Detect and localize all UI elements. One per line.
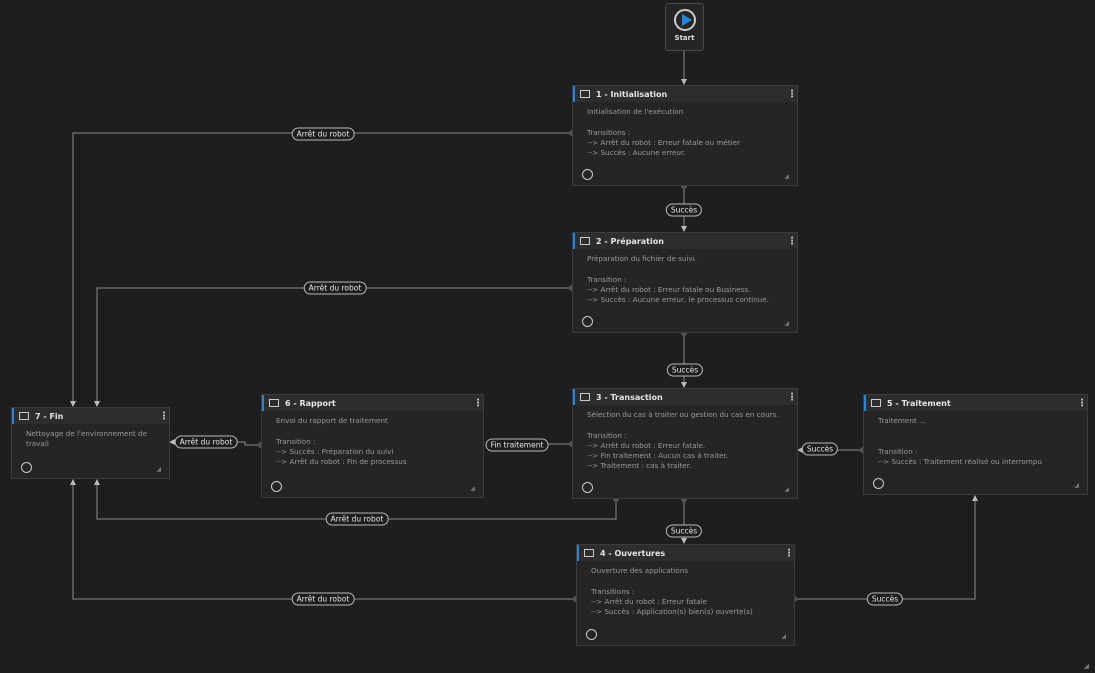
resize-grip-icon[interactable]: ◢ [1074,482,1079,489]
entry-icon [271,481,282,492]
state-title: 3 - Transaction [596,392,663,402]
entry-icon [582,482,593,493]
resize-grip-icon[interactable]: ◢ [784,486,789,493]
start-label: Start [674,34,695,42]
state-fin[interactable]: 7 - Fin ⋮ Nettoyage de l'environnement de… [11,407,170,479]
canvas-resize-grip-icon[interactable]: ◢ [1083,662,1089,670]
state-icon [580,393,590,401]
state-title: 1 - Initialisation [596,89,668,99]
state-title: 6 - Rapport [285,398,336,408]
more-icon[interactable]: ⋮ [1077,397,1087,409]
state-title: 2 - Préparation [596,236,664,246]
entry-icon [582,169,593,180]
entry-icon [873,478,884,489]
entry-icon [586,629,597,640]
transition-label[interactable]: Fin traitement [485,438,549,452]
resize-grip-icon[interactable]: ◢ [781,633,786,640]
transition-label[interactable]: Arrêt du robot [291,592,355,606]
resize-grip-icon[interactable]: ◢ [470,485,475,492]
state-rapport[interactable]: 6 - Rapport ⋮ Envoi du rapport de traitem… [261,394,484,498]
state-icon [580,237,590,245]
more-icon[interactable]: ⋮ [159,410,169,422]
state-description: Sélection du cas à traiter ou gestion du… [587,410,779,471]
transition-label[interactable]: Arrêt du robot [291,127,355,141]
more-icon[interactable]: ⋮ [787,235,797,247]
more-icon[interactable]: ⋮ [787,391,797,403]
start-node[interactable]: Start [665,3,704,51]
transition-label[interactable]: Arrêt du robot [325,512,389,526]
state-icon [580,90,590,98]
transition-label[interactable]: Arrêt du robot [174,435,238,449]
state-description: Envoi du rapport de traitement Transitio… [276,416,407,467]
transition-label[interactable]: Succès [666,363,704,377]
transition-label[interactable]: Arrêt du robot [303,281,367,295]
transition-label[interactable]: Succès [866,592,904,606]
transition-label[interactable]: Succès [665,203,703,217]
state-title: 5 - Traitement [887,398,951,408]
play-icon [673,9,696,31]
state-icon [269,399,279,407]
state-preparation[interactable]: 2 - Préparation ⋮ Préparation du fichier … [572,232,798,333]
more-icon[interactable]: ⋮ [473,397,483,409]
state-title: 7 - Fin [35,411,64,421]
resize-grip-icon[interactable]: ◢ [784,320,789,327]
state-traitement[interactable]: 5 - Traitement ⋮ Traitement ... Transitio… [863,394,1088,495]
state-description: Nettoyage de l'environnement de travail [26,429,148,449]
state-description: Initialisation de l'exécution Transition… [587,107,741,158]
state-transaction[interactable]: 3 - Transaction ⋮ Sélection du cas à trai… [572,388,798,499]
state-icon [871,399,881,407]
state-ouvertures[interactable]: 4 - Ouvertures ⋮ Ouverture des applicatio… [576,544,795,646]
state-icon [584,549,594,557]
more-icon[interactable]: ⋮ [787,88,797,100]
state-title: 4 - Ouvertures [600,548,666,558]
entry-icon [582,316,593,327]
state-initialisation[interactable]: 1 - Initialisation ⋮ Initialisation de l'… [572,85,798,186]
state-description: Traitement ... Transition : --> Succès :… [878,416,1042,467]
state-description: Ouverture des applications Transitions :… [591,566,753,617]
resize-grip-icon[interactable]: ◢ [784,173,789,180]
resize-grip-icon[interactable]: ◢ [156,466,161,473]
more-icon[interactable]: ⋮ [784,547,794,559]
state-description: Préparation du fichier de suivi. Transit… [587,254,769,305]
transition-label[interactable]: Succès [801,442,839,456]
final-state-icon [19,412,29,420]
entry-icon [21,462,32,473]
transition-label[interactable]: Succès [665,524,703,538]
